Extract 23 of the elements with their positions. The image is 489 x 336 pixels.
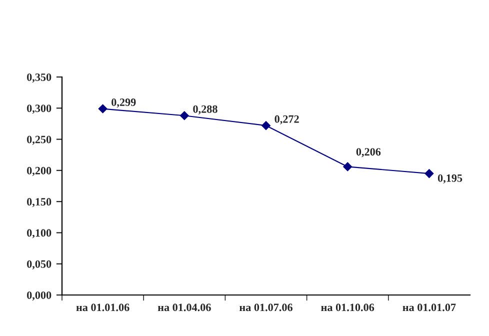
y-tick-label: 0,350 bbox=[27, 73, 52, 83]
y-tick-label: 0,050 bbox=[27, 260, 52, 270]
y-tick-label: 0,300 bbox=[27, 104, 52, 114]
text: 0,195 bbox=[438, 174, 462, 184]
point bbox=[98, 104, 108, 114]
x-tick-label: на 01.01.06 bbox=[76, 304, 130, 312]
point bbox=[424, 169, 434, 178]
point bbox=[180, 111, 189, 120]
text: 0,206 bbox=[356, 148, 381, 158]
x-tick-label: на 01.04.06 bbox=[158, 304, 211, 312]
x-tick-label: на 01.10.06 bbox=[321, 304, 374, 312]
y-tick-label: 0,150 bbox=[27, 198, 52, 208]
y-tick-label: 0,250 bbox=[27, 136, 52, 145]
x-tick-label: на 01.01.07 bbox=[402, 304, 456, 312]
text: 0,299 bbox=[112, 98, 136, 108]
point bbox=[262, 121, 270, 130]
y-tick-label: 0,000 bbox=[27, 291, 52, 301]
x-tick-label: на 01.07.06 bbox=[239, 304, 292, 312]
y-tick-label: 0,100 bbox=[27, 229, 52, 238]
text: 0,272 bbox=[274, 115, 299, 124]
point bbox=[343, 162, 352, 172]
text: 0,288 bbox=[193, 105, 218, 114]
y-tick-label: 0,200 bbox=[27, 166, 52, 176]
